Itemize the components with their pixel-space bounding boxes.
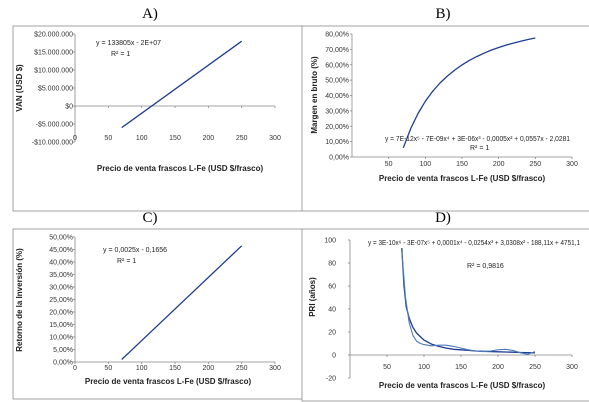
y-tick-label: 20 [328, 330, 336, 337]
x-tick-label: 0 [73, 365, 77, 372]
y-tick-label: $5.000.000 [38, 86, 73, 93]
trendline-equation: y = 3E-10x⁶ - 3E-07x⁵ + 0,0001x⁴ - 0,025… [368, 240, 580, 247]
x-tick-label: 50 [104, 135, 112, 142]
x-tick-label: 300 [566, 364, 578, 371]
x-axis-title: Precio de venta frascos L-Fe (USD $/fras… [97, 164, 264, 173]
panel-frame [301, 25, 589, 212]
panel-frame [12, 25, 304, 212]
y-tick-label: -$10.000.000 [32, 140, 73, 147]
chart-panel-3: C) 0,00% 5,00% 10,00% 15,00% 20,00% 25,00% 30,0… [12, 210, 304, 400]
x-tick-label: 150 [169, 365, 181, 372]
y-tick-label: 40 [328, 307, 336, 314]
y-tick-label: 40,00% [49, 260, 73, 267]
y-tick-label: 20,00% [325, 124, 349, 131]
x-tick-label: 0 [73, 135, 77, 142]
y-tick-label: $10.000.000 [34, 68, 73, 75]
x-tick-label: 200 [202, 135, 214, 142]
trendline-equation: y = 0,0025x - 0,1656 [103, 247, 167, 254]
y-tick-label: 0 [332, 353, 336, 360]
panel-letter: A) [142, 6, 158, 22]
x-tick-label: 150 [169, 135, 181, 142]
y-axis-title: Retorno de la Inversión (%) [15, 248, 24, 352]
x-tick-label: 200 [202, 365, 214, 372]
x-tick-label: 100 [136, 135, 148, 142]
y-tick-label: 100 [324, 238, 336, 245]
x-tick-label: 250 [236, 365, 248, 372]
y-tick-label: -$5.000.000 [36, 122, 73, 129]
y-tick-label: 20,00% [49, 310, 73, 317]
y-tick-label: 25,00% [49, 297, 73, 304]
series-line-1 [401, 248, 536, 354]
x-tick-label: 150 [455, 364, 467, 371]
x-tick-label: 250 [529, 364, 541, 371]
y-tick-label: 0,00% [329, 155, 349, 162]
r-squared-label: R² = 1 [470, 145, 489, 152]
x-tick-label: 50 [383, 364, 391, 371]
y-axis-title: VAN (USD $) [15, 64, 24, 112]
y-tick-label: 30,00% [49, 285, 73, 292]
chart-panel-4: D) -20 0 20 40 60 80 100 50 100 150 200 250 300 y = 3E… [301, 210, 589, 402]
y-tick-label: $15.000.000 [34, 50, 73, 57]
y-tick-label: 80 [328, 261, 336, 268]
chart-panel-1: A) -$10.000.000 -$5.000.000 $0 $5.000.000 $10… [12, 6, 304, 212]
y-tick-label: 0,00% [53, 360, 73, 367]
y-tick-label: 50,00% [325, 78, 349, 85]
y-tick-label: 60,00% [325, 62, 349, 69]
x-axis-title: Precio de venta frascos L-Fe (USD $/fras… [379, 381, 546, 390]
x-tick-label: 100 [419, 161, 431, 168]
y-tick-label: 10,00% [325, 139, 349, 146]
panel-letter: B) [436, 6, 451, 22]
x-tick-label: 100 [418, 364, 430, 371]
y-tick-label: 80,00% [325, 32, 349, 39]
y-tick-label: $20.000.000 [34, 32, 73, 39]
y-axis-title: PRI (años) [308, 277, 317, 317]
x-tick-label: 50 [104, 365, 112, 372]
x-tick-label: 300 [269, 365, 281, 372]
y-tick-label: 10,00% [49, 335, 73, 342]
x-tick-label: 200 [493, 161, 505, 168]
x-tick-label: 300 [269, 135, 281, 142]
trendline-equation: y = 133805x - 2E+07 [96, 40, 161, 47]
x-axis-title: Precio de venta frascos L-Fe (USD $/fras… [379, 174, 546, 183]
x-tick-label: 200 [492, 364, 504, 371]
x-tick-label: 300 [566, 161, 578, 168]
y-tick-label: -20 [326, 376, 336, 383]
y-axis-title: Margen en bruto (%) [310, 56, 319, 134]
r-squared-label: R² = 1 [111, 51, 130, 58]
x-tick-label: 250 [236, 135, 248, 142]
x-tick-label: 250 [529, 161, 541, 168]
y-tick-label: 50,00% [49, 235, 73, 242]
y-tick-label: 30,00% [325, 108, 349, 115]
y-tick-label: 70,00% [325, 47, 349, 54]
r-squared-label: R² = 1 [117, 258, 136, 265]
x-tick-label: 150 [456, 161, 468, 168]
series-line-1 [402, 37, 536, 149]
x-tick-label: 50 [385, 161, 393, 168]
trendline-equation: y = 7E-12x⁵ - 7E-09x⁴ + 3E-06x³ - 0,0005… [385, 136, 570, 143]
chart-panel-2: B) 0,00% 10,00% 20,00% 30,00% 40,00% 50,00% 60,… [301, 6, 589, 212]
series-line-2 [401, 251, 536, 355]
y-tick-label: 40,00% [325, 93, 349, 100]
x-tick-label: 100 [136, 365, 148, 372]
x-axis-title: Precio de venta frascos L-Fe (USD $/fras… [85, 377, 252, 386]
panel-frame [301, 228, 589, 402]
y-tick-label: 45,00% [49, 247, 73, 254]
series-line-1 [121, 245, 243, 360]
y-tick-label: 60 [328, 284, 336, 291]
y-tick-label: 15,00% [49, 322, 73, 329]
y-tick-label: 5,00% [53, 347, 73, 354]
panel-letter: C) [143, 210, 158, 226]
y-tick-label: $0 [65, 104, 73, 111]
r-squared-label: R² = 0,9816 [467, 263, 504, 270]
y-tick-label: 35,00% [49, 272, 73, 279]
panel-letter: D) [435, 210, 451, 226]
series-line-1 [121, 40, 243, 129]
